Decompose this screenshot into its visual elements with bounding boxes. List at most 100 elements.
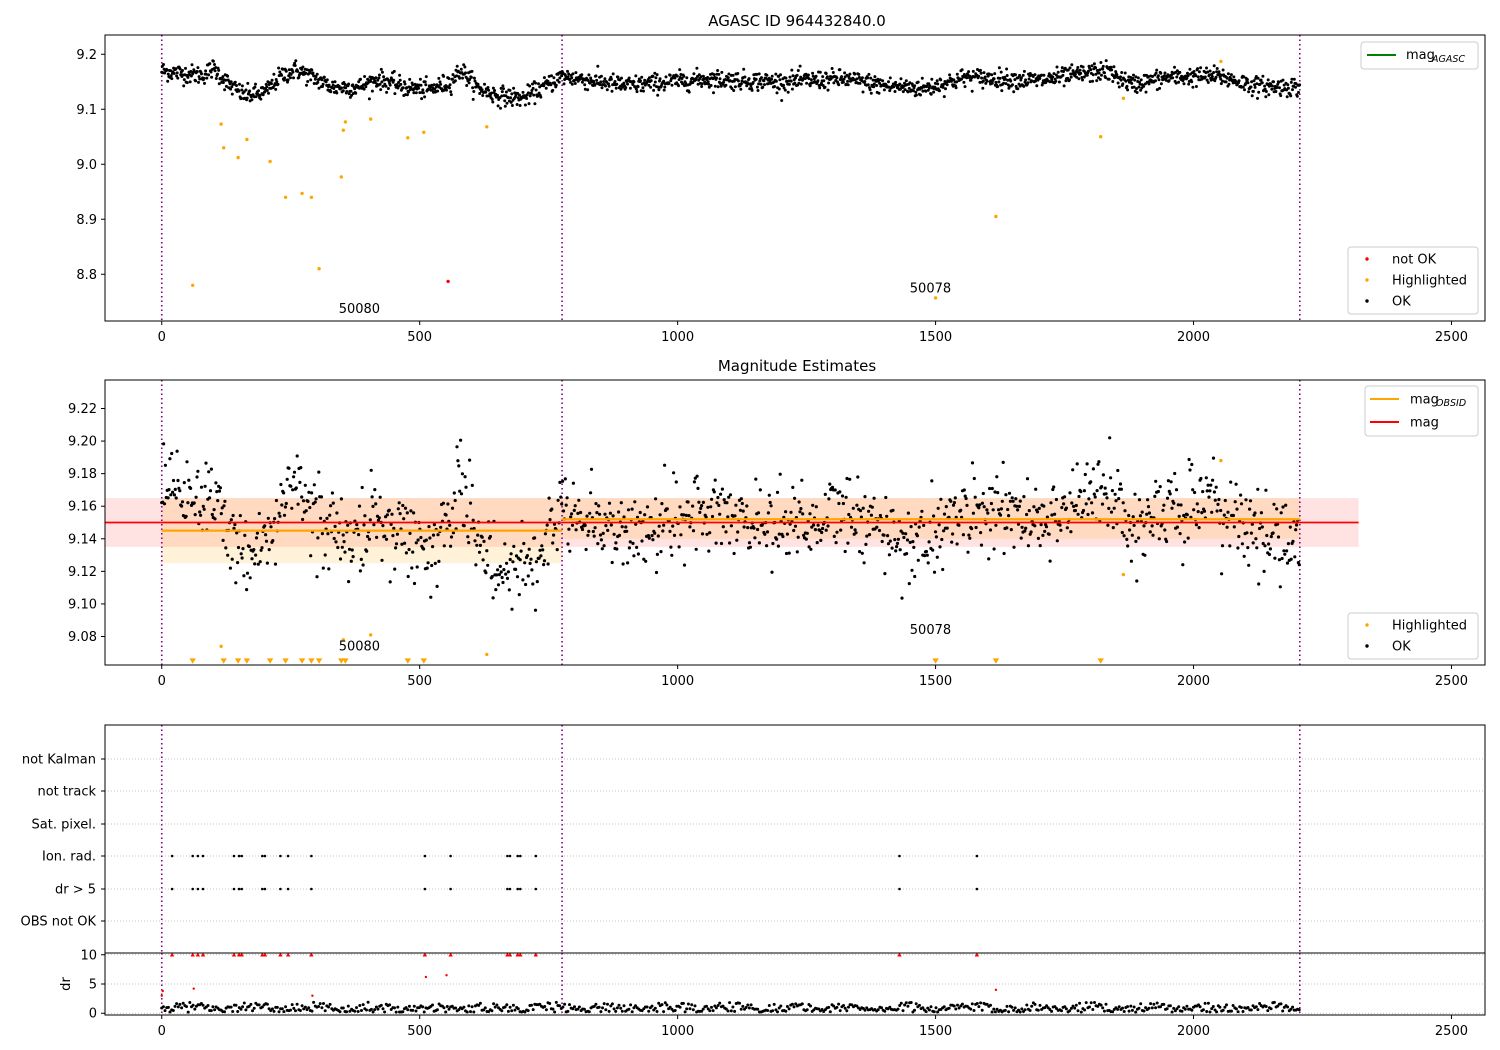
- ok-point: [675, 74, 679, 78]
- ok-point: [499, 106, 502, 110]
- dr-ok-point: [969, 1007, 973, 1011]
- ok-point: [1132, 85, 1136, 89]
- ok-point: [1169, 480, 1173, 484]
- ok-point: [1038, 77, 1042, 80]
- x-tick-label: 2500: [1435, 674, 1468, 689]
- ok-point: [591, 529, 595, 534]
- ok-point: [316, 80, 320, 84]
- ok-point: [217, 489, 222, 493]
- ok-point: [329, 504, 333, 508]
- ok-point: [1002, 81, 1006, 85]
- ok-point: [631, 83, 635, 86]
- ok-point: [301, 499, 306, 503]
- dr-ok-point: [1127, 1009, 1131, 1013]
- ok-point: [185, 81, 189, 85]
- ok-point: [981, 491, 985, 496]
- ok-point: [501, 84, 505, 88]
- x-tick-label: 500: [407, 674, 432, 689]
- ok-point: [277, 66, 281, 70]
- ok-point: [909, 525, 913, 529]
- ok-point: [393, 92, 397, 96]
- dr-ok-point: [1101, 1006, 1105, 1010]
- ok-point: [804, 537, 808, 541]
- ok-point: [523, 561, 527, 565]
- highlighted-point: [422, 130, 426, 134]
- highlighted-point: [219, 644, 223, 648]
- ok-point: [1096, 462, 1100, 466]
- y-tick-label: 9.10: [68, 597, 97, 612]
- ok-point: [732, 551, 736, 556]
- ok-point: [673, 76, 677, 80]
- dr-ok-point: [749, 1003, 753, 1007]
- ok-point: [863, 495, 867, 499]
- ok-point: [903, 88, 907, 92]
- ok-point: [427, 525, 431, 529]
- dr-ok-point: [733, 1009, 737, 1013]
- dr-ok-point: [161, 1005, 165, 1009]
- ok-point: [878, 513, 883, 518]
- ok-point: [659, 550, 663, 554]
- dr-ok-point: [650, 1004, 654, 1008]
- dr-ok-point: [1063, 1005, 1067, 1009]
- ok-point: [607, 501, 612, 505]
- ok-point: [463, 65, 467, 69]
- ok-point: [1192, 70, 1196, 73]
- ok-point: [1229, 480, 1233, 484]
- ok-point: [1237, 534, 1241, 539]
- ok-point: [577, 498, 581, 502]
- dr-upper-limit-marker: [239, 952, 244, 957]
- ok-point: [1004, 82, 1008, 86]
- ok-point: [267, 91, 270, 95]
- ok-point: [658, 77, 662, 81]
- dr-ok-point: [898, 1004, 902, 1007]
- ok-point: [1119, 75, 1122, 79]
- ok-point: [1036, 536, 1040, 541]
- dr-ok-point: [1079, 1010, 1083, 1014]
- ok-point: [841, 501, 846, 506]
- ok-point: [807, 545, 811, 549]
- ok-point: [491, 86, 495, 90]
- ok-point: [1098, 77, 1102, 81]
- ok-point: [770, 74, 774, 78]
- ok-point: [566, 542, 570, 546]
- x-tick-label: 0: [158, 330, 166, 345]
- ok-point: [406, 574, 410, 579]
- dr-ok-point: [1117, 1005, 1121, 1009]
- ok-point: [265, 561, 269, 565]
- ok-point: [1186, 536, 1190, 540]
- ok-point: [287, 74, 291, 78]
- ok-point: [797, 81, 801, 85]
- ok-point: [560, 74, 564, 78]
- ok-point: [487, 88, 491, 92]
- dr-ok-point: [454, 1006, 458, 1010]
- ok-point: [1055, 539, 1059, 543]
- ok-point: [1155, 88, 1159, 92]
- dr-ok-point: [683, 1010, 687, 1014]
- ok-point: [292, 76, 295, 80]
- dr-ok-point: [310, 1009, 314, 1013]
- ok-point: [254, 553, 258, 557]
- x-tick-label: 500: [407, 1024, 432, 1039]
- ok-point: [239, 96, 243, 100]
- dr-ok-point: [450, 1004, 454, 1008]
- ok-point: [1051, 487, 1055, 492]
- ok-point: [789, 510, 793, 514]
- ok-point: [957, 523, 961, 527]
- ok-point: [455, 64, 459, 68]
- ok-point: [463, 475, 467, 479]
- ok-point: [894, 80, 898, 84]
- ok-point: [400, 542, 404, 546]
- dr-ok-point: [1122, 1010, 1126, 1013]
- legend-label: Highlighted: [1392, 619, 1467, 634]
- ok-point: [937, 523, 941, 527]
- ok-point: [714, 541, 718, 545]
- ok-point: [925, 553, 929, 557]
- dr-ok-point: [495, 1003, 499, 1007]
- ok-point: [1042, 73, 1046, 77]
- ok-point: [1156, 74, 1160, 78]
- dr-ok-point: [435, 1008, 439, 1012]
- ok-point: [1159, 82, 1163, 86]
- x-tick-label: 0: [158, 1024, 166, 1039]
- ok-point: [291, 488, 295, 492]
- ok-point: [1186, 74, 1190, 78]
